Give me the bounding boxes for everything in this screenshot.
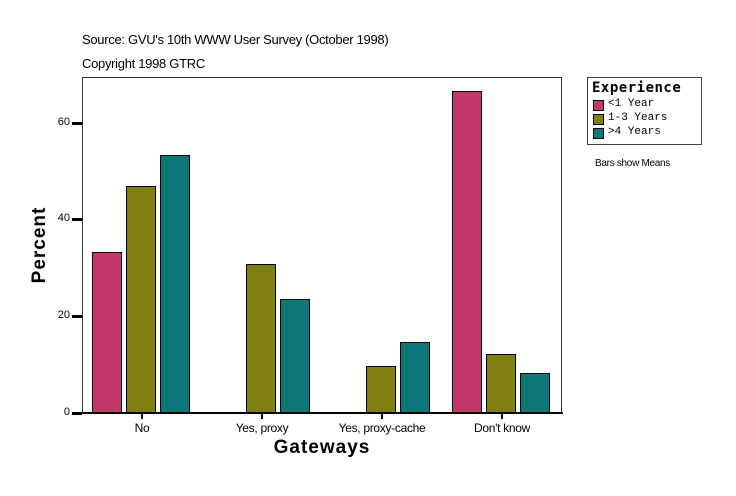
- bars-show-means-note: Bars show Means: [595, 158, 670, 169]
- x-tick-label: Yes, proxy-cache: [338, 421, 426, 435]
- y-tick-label: 60: [57, 116, 70, 128]
- legend-swatch: [593, 114, 604, 125]
- chart-copyright: Copyright 1998 GTRC: [82, 56, 205, 71]
- bar: [280, 299, 310, 413]
- x-tick: [501, 413, 503, 419]
- y-tick-label: 0: [63, 406, 70, 418]
- bar: [452, 91, 482, 413]
- legend-label: 1-3 Years: [608, 112, 668, 124]
- legend-swatch: [593, 128, 604, 139]
- chart-source-title: Source: GVU's 10th WWW User Survey (Octo…: [82, 32, 389, 47]
- legend-title: Experience: [592, 80, 682, 96]
- x-tick-label: Yes, proxy: [235, 421, 289, 435]
- bar: [92, 252, 122, 413]
- bar: [520, 373, 550, 413]
- plot-area: [82, 77, 562, 413]
- bar: [246, 264, 276, 413]
- bar: [400, 342, 430, 413]
- legend-swatch: [593, 100, 604, 111]
- x-tick: [141, 413, 143, 419]
- legend-label: >4 Years: [608, 126, 661, 138]
- bar: [486, 354, 516, 413]
- y-tick-20: [72, 315, 82, 318]
- y-tick-60: [72, 122, 82, 125]
- x-tick: [261, 413, 263, 419]
- x-tick-label: No: [134, 421, 150, 435]
- bar: [366, 366, 396, 413]
- bar: [160, 155, 190, 413]
- y-tick-label: 20: [57, 309, 70, 321]
- legend-label: <1 Year: [608, 98, 655, 110]
- legend: Experience <1 Year 1-3 Years >4 Years: [587, 77, 702, 145]
- x-tick: [381, 413, 383, 419]
- x-axis-title: Gateways: [273, 437, 371, 458]
- y-axis-title: Percent: [29, 206, 50, 284]
- x-axis-line: [82, 412, 563, 414]
- bar: [126, 186, 156, 413]
- y-tick-0: [72, 412, 82, 415]
- y-tick-40: [72, 218, 82, 221]
- x-tick-label: Don't know: [474, 421, 530, 435]
- y-tick-label: 40: [57, 212, 70, 224]
